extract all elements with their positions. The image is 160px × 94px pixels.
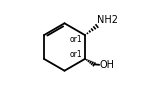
Text: or1: or1 xyxy=(69,35,82,44)
Text: or1: or1 xyxy=(69,50,82,59)
Text: OH: OH xyxy=(100,60,115,70)
Text: NH2: NH2 xyxy=(97,15,118,25)
